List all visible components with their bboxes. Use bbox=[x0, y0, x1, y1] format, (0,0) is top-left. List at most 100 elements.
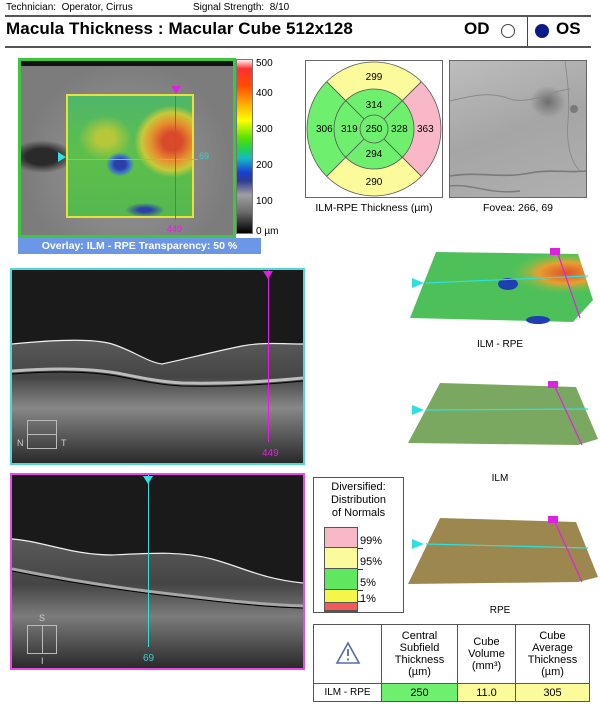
legend-title-line-1: Diversified: bbox=[331, 481, 386, 493]
legend-title-line-2: Distribution bbox=[330, 494, 387, 506]
eye-separator bbox=[527, 17, 528, 46]
orientation-left-label: N bbox=[17, 438, 24, 448]
cube-volume-value: 11.0 bbox=[457, 683, 516, 702]
technician-field: Technician: Operator, Cirrus bbox=[6, 2, 133, 13]
bscan-position-marker-icon[interactable] bbox=[263, 271, 273, 279]
header-line: (µm) bbox=[408, 666, 431, 678]
ilm-surface-image bbox=[408, 381, 598, 446]
eye-os-label: OS bbox=[556, 19, 581, 38]
surface-ilm-label: ILM bbox=[491, 473, 509, 484]
legend-tick bbox=[358, 590, 363, 591]
etdrs-outer-superior: 299 bbox=[365, 72, 383, 83]
legend-band-green bbox=[324, 569, 358, 590]
thickness-map-box bbox=[66, 94, 198, 220]
header-line: Cube bbox=[539, 630, 566, 642]
header-line: Thickness bbox=[394, 654, 445, 666]
header-central-subfield: Central Subfield Thickness (µm) bbox=[381, 624, 458, 684]
technician-label: Technician: bbox=[6, 2, 57, 13]
horizontal-bscan-image bbox=[12, 339, 303, 463]
etdrs-inner-temporal: 328 bbox=[391, 124, 408, 135]
etdrs-inner-nasal: 319 bbox=[341, 124, 358, 135]
header-line: (µm) bbox=[541, 666, 564, 678]
etdrs-inner-inferior: 294 bbox=[365, 149, 383, 160]
legend-band-light-yellow bbox=[324, 548, 358, 569]
orientation-box-nt bbox=[27, 420, 57, 449]
etdrs-outer-nasal: 306 bbox=[316, 124, 333, 135]
vertical-bscan-image bbox=[12, 538, 303, 668]
orientation-top-label: S bbox=[39, 613, 46, 623]
eye-od-label: OD bbox=[464, 19, 490, 38]
legend-tick bbox=[358, 548, 363, 549]
orientation-box-si bbox=[27, 625, 57, 654]
horizontal-scan-label: 69 bbox=[199, 151, 210, 161]
colorbar-label-500: 500 bbox=[256, 58, 273, 69]
etdrs-outer-inferior: 290 bbox=[365, 177, 383, 188]
summary-data-row: ILM - RPE 250 11.0 305 bbox=[313, 683, 590, 702]
header-line: Subfield bbox=[399, 642, 440, 654]
header-line: Cube bbox=[473, 636, 500, 648]
vertical-bscan[interactable]: 69 S I bbox=[10, 473, 305, 670]
header-line: Thickness bbox=[527, 654, 578, 666]
header-line: Central bbox=[401, 630, 438, 642]
colorbar-label-100: 100 bbox=[256, 196, 273, 207]
fovea-caption: Fovea: 266, 69 bbox=[482, 202, 554, 214]
header-bottom-rule bbox=[5, 46, 591, 48]
fundus-thickness-overlay[interactable]: 69 449 bbox=[18, 58, 236, 238]
rpe-surface-image bbox=[408, 516, 598, 584]
header-cube-average: Cube Average Thickness (µm) bbox=[515, 624, 590, 684]
legend-pct-5: 5% bbox=[360, 577, 376, 589]
orientation-bottom-label: I bbox=[41, 656, 44, 666]
orientation-arrow-icon bbox=[28, 434, 56, 435]
header-line: (mm³) bbox=[471, 660, 502, 672]
ilm-rpe-surface-image bbox=[410, 248, 593, 324]
etdrs-caption: ILM-RPE Thickness (µm) bbox=[315, 202, 433, 214]
etdrs-inner-superior: 314 bbox=[365, 100, 383, 111]
summary-header-row: Central Subfield Thickness (µm) Cube Vol… bbox=[313, 624, 590, 684]
vertical-bscan-position: 69 bbox=[143, 653, 155, 664]
fovea-fundus-image[interactable] bbox=[449, 60, 587, 198]
bscan-vertical-position-line bbox=[268, 270, 269, 442]
thickness-colorbar bbox=[236, 59, 253, 234]
header-top-rule bbox=[5, 15, 591, 17]
legend-pct-99: 99% bbox=[360, 535, 383, 547]
cube-average-thickness-value: 305 bbox=[515, 683, 590, 702]
signal-strength-field: Signal Strength: 8/10 bbox=[193, 2, 289, 13]
legend-pct-1: 1% bbox=[360, 593, 376, 605]
surface-ilm-rpe-3d[interactable] bbox=[398, 240, 598, 335]
surface-rpe-label: RPE bbox=[489, 605, 511, 616]
eye-od-radio[interactable] bbox=[501, 24, 515, 38]
legend-tick bbox=[358, 601, 363, 602]
warning-triangle-icon[interactable] bbox=[335, 640, 361, 665]
overlay-caption: Overlay: ILM - RPE Transparency: 50 % bbox=[18, 238, 261, 254]
vertical-scan-marker-icon[interactable] bbox=[171, 86, 181, 94]
legend-band-spacer bbox=[324, 611, 358, 612]
header-cube-volume: Cube Volume (mm³) bbox=[457, 624, 516, 684]
etdrs-grid-chart bbox=[306, 61, 442, 197]
row-label: ILM - RPE bbox=[313, 683, 382, 702]
legend-pct-95: 95% bbox=[360, 556, 383, 568]
etdrs-outer-temporal: 363 bbox=[417, 124, 434, 135]
summary-table: Central Subfield Thickness (µm) Cube Vol… bbox=[313, 624, 590, 702]
surface-rpe-3d[interactable] bbox=[398, 512, 598, 607]
orientation-right-label: T bbox=[61, 438, 67, 448]
horizontal-bscan[interactable]: 449 N T bbox=[10, 268, 305, 465]
colorbar-label-0: 0 µm bbox=[256, 226, 279, 237]
legend-band-pink bbox=[324, 527, 358, 548]
horizontal-bscan-position: 449 bbox=[262, 448, 279, 459]
bscan-horizontal-position-line bbox=[148, 475, 149, 647]
report-title: Macula Thickness : Macular Cube 512x128 bbox=[6, 19, 353, 38]
horizontal-scan-marker-icon[interactable] bbox=[58, 152, 66, 162]
header-line: Volume bbox=[468, 648, 505, 660]
horizontal-scan-line[interactable] bbox=[68, 159, 198, 160]
vertical-scan-label: 449 bbox=[167, 224, 183, 234]
colorbar-label-300: 300 bbox=[256, 124, 273, 135]
legend-title: Diversified: Distribution of Normals bbox=[314, 481, 403, 520]
eye-os-radio-selected[interactable] bbox=[535, 24, 549, 38]
fovea-vessels bbox=[450, 61, 586, 193]
bscan-position-marker-icon[interactable] bbox=[143, 476, 153, 484]
signal-strength-value: 8/10 bbox=[269, 2, 290, 13]
technician-value: Operator, Cirrus bbox=[61, 2, 133, 13]
vertical-scan-line[interactable] bbox=[175, 96, 176, 220]
normative-legend: Diversified: Distribution of Normals 99%… bbox=[313, 477, 404, 613]
surface-ilm-3d[interactable] bbox=[398, 375, 598, 470]
